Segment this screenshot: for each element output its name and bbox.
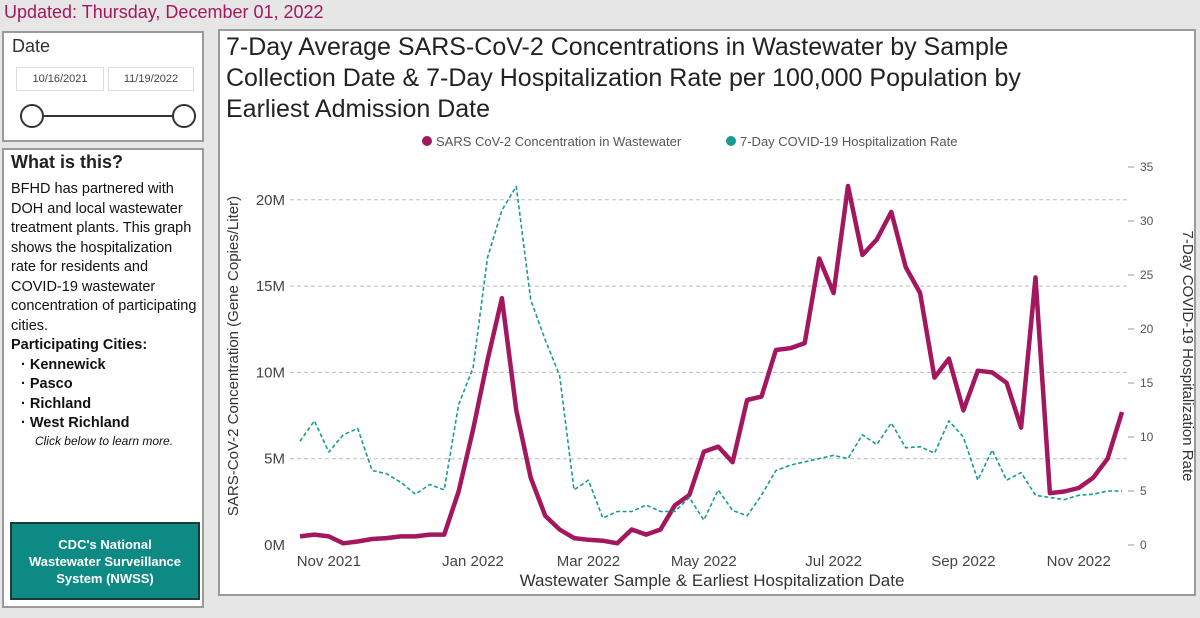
info-text: BFHD has partnered with DOH and local wa… [11, 180, 197, 449]
x-tick-label: Jan 2022 [442, 553, 504, 570]
y-tick-label: 20M [256, 192, 285, 209]
cities-title: Participating Cities: [11, 337, 148, 353]
legend-label: SARS CoV-2 Concentration in Wastewater [436, 134, 682, 149]
x-tick-label: Jul 2022 [805, 553, 862, 570]
x-tick-label: Nov 2022 [1047, 553, 1111, 570]
y2-tick-label: 20 [1140, 322, 1154, 336]
y2-tick-label: 35 [1140, 160, 1154, 174]
city-name: Kennewick [29, 356, 106, 373]
y-tick-label: 5M [264, 451, 285, 468]
city: · Pasco [21, 376, 73, 392]
y-tick-label: 10M [256, 364, 285, 381]
info-note: Click below to learn more. [34, 433, 174, 448]
y2-tick-label: 5 [1140, 484, 1147, 498]
city-name: Richland [29, 395, 92, 412]
y2-tick-label: 10 [1140, 430, 1154, 444]
legend-marker [726, 136, 736, 146]
series-line [299, 183, 1125, 546]
series-line [299, 185, 1122, 521]
city: · Kennewick [21, 356, 106, 373]
info-paragraph: BFHD has partnered with DOH and local wa… [11, 181, 197, 334]
city-name: West Richland [29, 415, 130, 431]
nwss-button[interactable]: CDC's National Wastewater Surveillance S… [10, 522, 200, 600]
chart-title: 7-Day Average SARS-CoV-2 Concentrations … [226, 33, 1021, 123]
slider-handle[interactable] [20, 104, 44, 128]
y-tick-label: 0M [264, 537, 285, 554]
y-axis-title: SARS-CoV-2 Concentration (Gene Copies/Li… [225, 196, 242, 516]
x-tick-label: Sep 2022 [931, 553, 995, 570]
legend-label: 7-Day COVID-19 Hospitalization Rate [740, 134, 957, 149]
y2-tick-label: 30 [1140, 214, 1154, 228]
x-tick-label: Mar 2022 [557, 553, 620, 570]
city: · Richland [21, 395, 92, 412]
updated-date: Updated: Thursday, December 01, 2022 [4, 2, 324, 22]
date-filter: Date 10/16/2021 11/19/2022 [2, 31, 204, 142]
y2-tick-label: 25 [1140, 268, 1154, 282]
date-input[interactable]: 11/19/2022 [108, 67, 194, 91]
x-tick-label: Nov 2021 [297, 553, 361, 570]
y2-tick-label: 15 [1140, 376, 1154, 390]
filter-label: Date [12, 36, 51, 56]
city-name: Pasco [29, 376, 73, 392]
info-title: What is this? [11, 152, 123, 172]
slider-track [32, 115, 186, 117]
date-input[interactable]: 10/16/2021 [16, 67, 104, 91]
x-tick-label: May 2022 [671, 553, 737, 570]
y2-tick-label: 0 [1140, 538, 1147, 552]
slider-handle[interactable] [172, 104, 196, 128]
y2-axis-title: 7-Day COVID-19 Hospitalization Rate [1179, 231, 1196, 482]
city: · West Richland [21, 415, 130, 431]
x-axis-title: Wastewater Sample & Earliest Hospitaliza… [520, 571, 905, 590]
info-panel: What is this? BFHD has partnered with DO… [2, 148, 204, 608]
city-list: · Kennewick · Pasco · Richland · West Richl… [11, 356, 197, 434]
y-tick-label: 15M [256, 278, 285, 295]
legend-marker [422, 136, 432, 146]
